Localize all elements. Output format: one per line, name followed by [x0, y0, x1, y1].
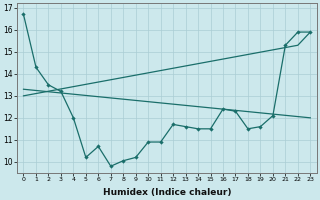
- X-axis label: Humidex (Indice chaleur): Humidex (Indice chaleur): [103, 188, 231, 197]
